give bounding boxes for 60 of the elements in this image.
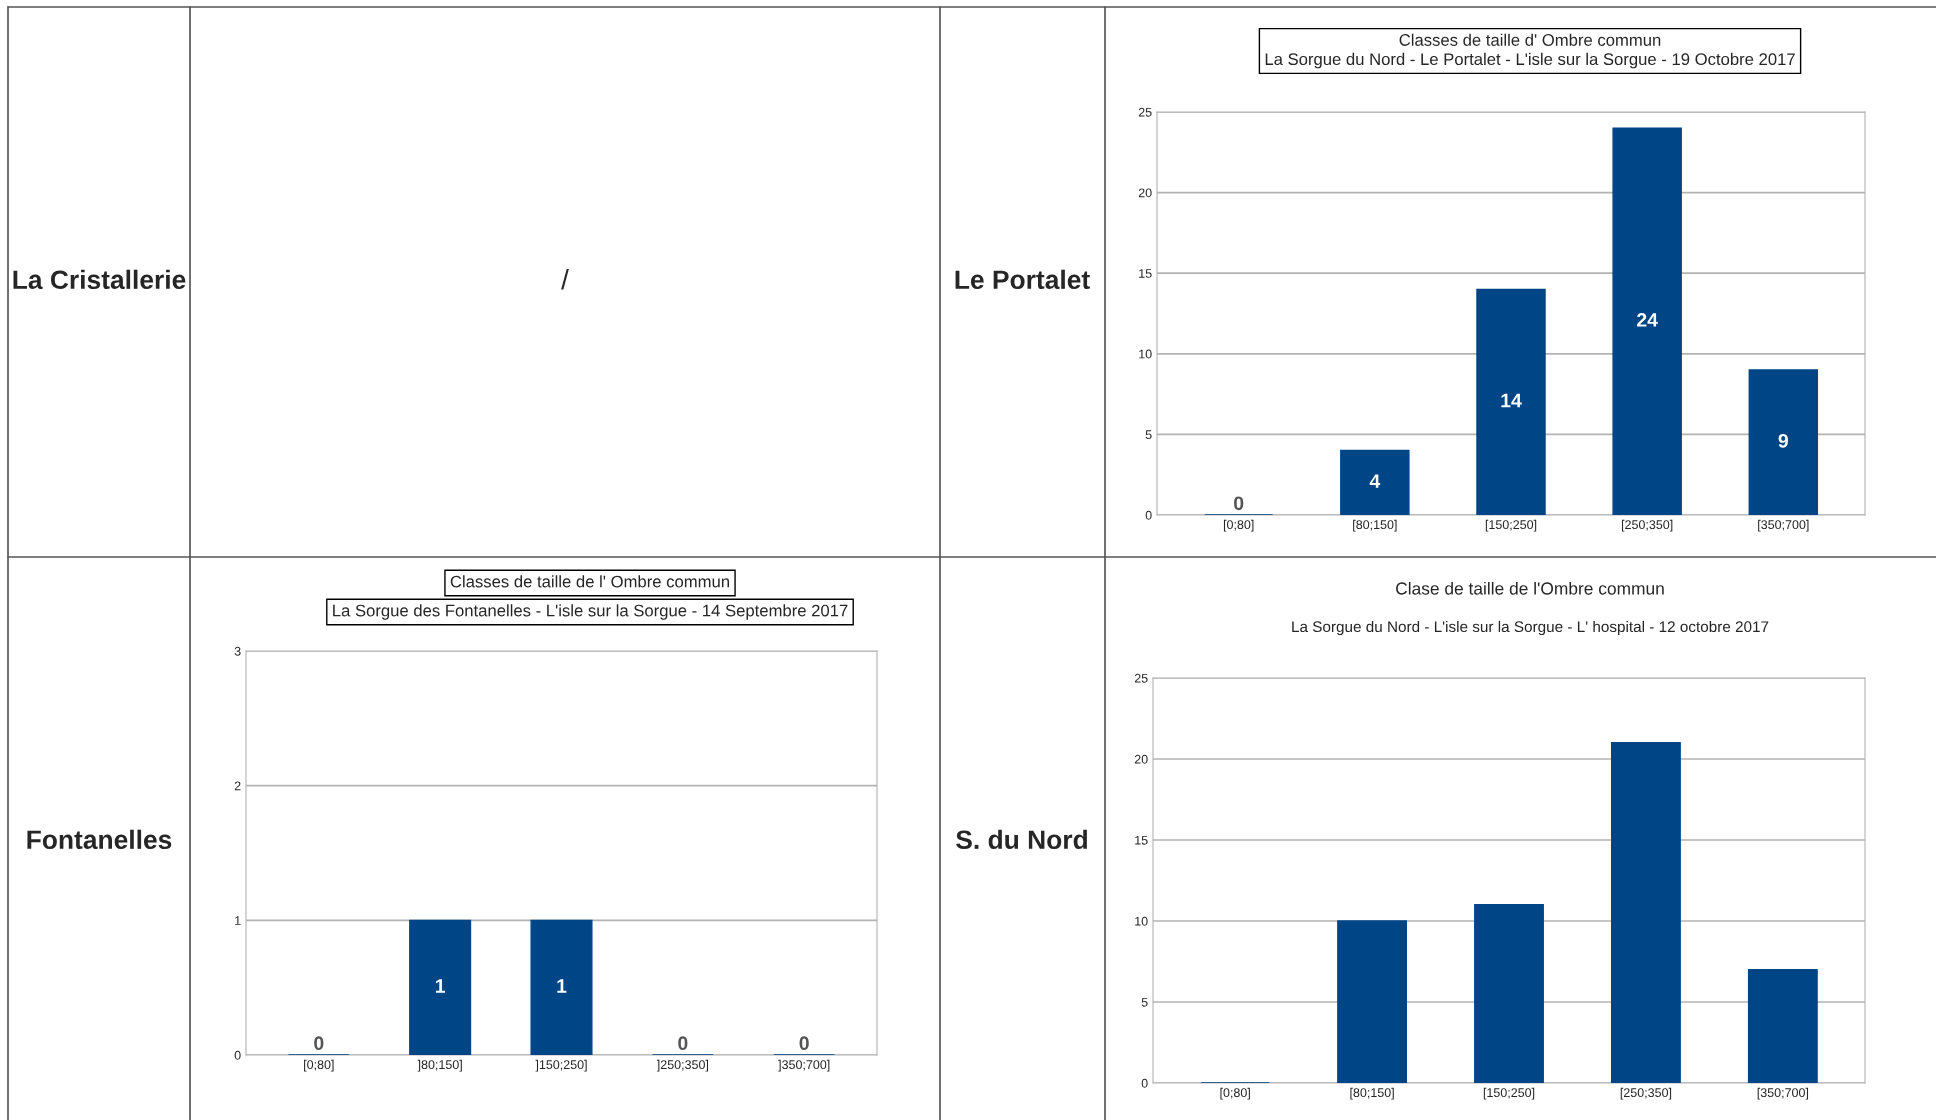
x-tick-label: [150;250] (1483, 1087, 1535, 1100)
y-tick-label: 10 (1135, 916, 1148, 926)
x-tick-label: [80;150] (1350, 1087, 1394, 1100)
y-tick-label: 20 (1134, 754, 1148, 764)
bar (1474, 904, 1544, 1083)
x-tick-label: [80;150] (1353, 519, 1397, 532)
y-tick-label: 25 (1134, 673, 1148, 683)
x-tick-label: [250;350] (1621, 519, 1673, 532)
data-label: 0 (1234, 496, 1244, 511)
text: La Cristallerie (13, 269, 186, 290)
y-tick-label: 5 (1141, 997, 1148, 1007)
x-tick-label: [250;350] (1620, 1087, 1672, 1100)
y-tick-label: 0 (234, 1050, 241, 1060)
data-label: 1 (557, 979, 567, 993)
x-tick-label: [0;80] (1220, 1087, 1250, 1100)
y-tick-label: 3 (234, 646, 241, 656)
chart-subtitle: La Sorgue du Nord - Le Portalet - L'isle sur la Sorgue - 19 Octobre 2017 (1265, 52, 1795, 69)
x-tick-label: [0;80] (1223, 519, 1254, 532)
x-tick-label: [0;80] (304, 1059, 334, 1072)
y-tick-label: 2 (234, 781, 241, 791)
chart-title: Clase de taille de l'Ombre commun (1396, 581, 1664, 595)
y-tick-label: 10 (1139, 349, 1152, 359)
text: Le Portalet (955, 269, 1090, 290)
chart-title: Classes de taille de l' Ombre commun (450, 575, 729, 588)
text: Fontanelles (27, 829, 172, 850)
chart-subtitle: La Sorgue des Fontanelles - L'isle sur la Sorgue - 14 Septembre 2017 (333, 604, 848, 620)
data-label: 0 (678, 1036, 688, 1051)
y-tick-label: 5 (1145, 430, 1152, 440)
x-tick-label: [350;700] (1758, 519, 1809, 532)
text: S. du Nord (956, 829, 1087, 850)
data-label: 1 (435, 979, 446, 993)
y-tick-label: 15 (1139, 269, 1152, 278)
data-label: 0 (314, 1036, 324, 1051)
y-tick-label: 15 (1135, 835, 1148, 845)
x-tick-label: ]250;350] (656, 1059, 709, 1072)
bar (1747, 968, 1818, 1083)
y-tick-label: 25 (1138, 107, 1152, 117)
data-label: 9 (1778, 433, 1788, 448)
text: / (561, 269, 569, 290)
bar (1340, 449, 1410, 515)
chart-title: Classes de taille d' Ombre commun (1399, 33, 1661, 46)
bar (1337, 920, 1408, 1083)
bar (1748, 369, 1819, 515)
bar (1610, 742, 1681, 1083)
y-tick-label: 0 (1141, 1078, 1148, 1088)
bar (1476, 288, 1546, 515)
data-label: 4 (1369, 474, 1381, 488)
x-tick-label: ]80;150] (417, 1059, 462, 1072)
x-tick-label: ]350;700] (778, 1059, 830, 1072)
y-tick-label: 1 (235, 916, 241, 925)
data-label: 24 (1637, 313, 1658, 327)
x-tick-label: ]150;250] (535, 1059, 587, 1072)
x-tick-label: [150;250] (1485, 519, 1537, 532)
x-tick-label: [350;700] (1757, 1087, 1809, 1100)
y-tick-label: 0 (1145, 510, 1152, 520)
data-label: 14 (1501, 393, 1522, 408)
chart-subtitle: La Sorgue du Nord - L'isle sur la Sorgue - L' hospital - 12 octobre 2017 (1292, 620, 1769, 636)
data-label: 0 (799, 1036, 809, 1051)
bar (1612, 127, 1682, 515)
y-tick-label: 20 (1138, 188, 1152, 198)
